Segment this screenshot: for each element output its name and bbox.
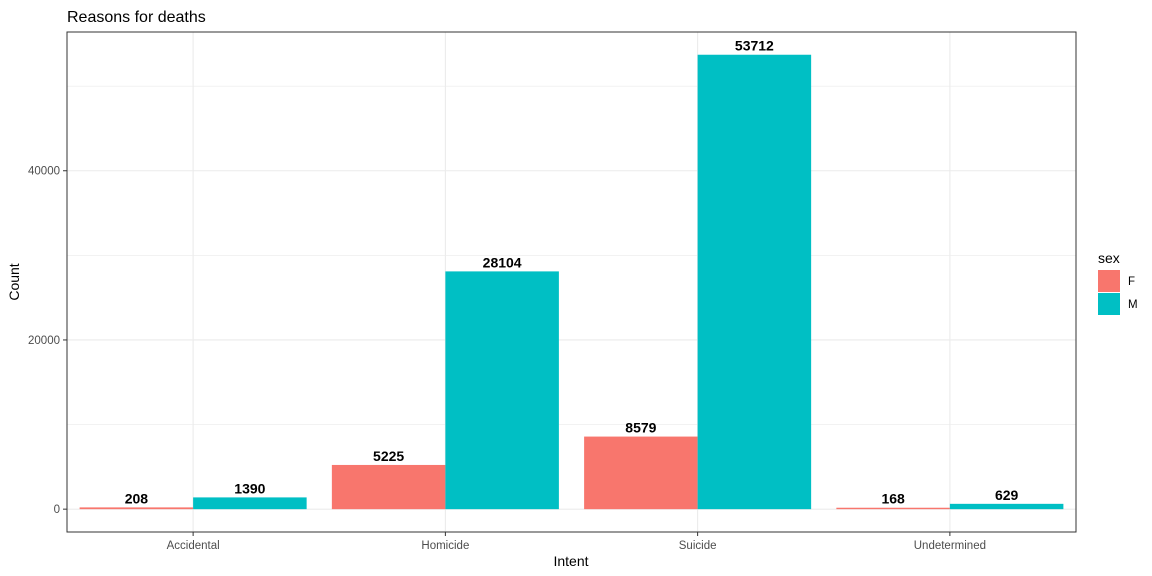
y-axis-title: Count xyxy=(6,263,22,300)
chart-title: Reasons for deaths xyxy=(67,9,206,26)
y-tick-label: 0 xyxy=(54,504,60,516)
x-axis-title: Intent xyxy=(553,553,588,569)
legend-title: sex xyxy=(1098,250,1120,266)
bar xyxy=(697,54,812,510)
data-label: 168 xyxy=(881,491,905,507)
legend-key xyxy=(1098,293,1120,315)
panel-background xyxy=(67,32,1076,532)
legend-items: FM xyxy=(1098,270,1138,315)
legend-label: F xyxy=(1128,276,1135,288)
panel-border xyxy=(66,31,1077,533)
data-labels: 208 5225 8579 168 1390 28104 53712 629 xyxy=(125,38,1019,507)
legend: sex FM xyxy=(1098,250,1138,315)
data-label: 28104 xyxy=(483,254,522,270)
legend-key xyxy=(1098,270,1120,292)
y-tick-label: 40000 xyxy=(28,166,60,178)
data-label: 1390 xyxy=(234,480,265,496)
data-label: 208 xyxy=(125,490,149,506)
data-label: 5225 xyxy=(373,448,404,464)
x-tick-label: Suicide xyxy=(679,540,717,552)
x-axis: Accidental Homicide Suicide Undetermined xyxy=(167,532,986,552)
bar xyxy=(79,507,194,510)
data-label: 8579 xyxy=(625,420,656,436)
bar xyxy=(584,436,698,510)
y-axis: 0 20000 40000 xyxy=(28,166,67,516)
bar xyxy=(949,503,1064,510)
data-label: 629 xyxy=(995,487,1019,503)
bars xyxy=(79,54,1064,510)
data-label: 53712 xyxy=(735,38,774,54)
bar xyxy=(836,507,950,510)
legend-label: M xyxy=(1128,299,1138,311)
x-tick-label: Homicide xyxy=(421,540,469,552)
x-tick-label: Accidental xyxy=(167,540,220,552)
plot-panel: 208 5225 8579 168 1390 28104 53712 629 xyxy=(66,31,1077,533)
bar xyxy=(193,497,307,510)
y-tick-label: 20000 xyxy=(28,335,60,347)
bar xyxy=(445,271,559,510)
x-tick-label: Undetermined xyxy=(914,540,986,552)
bar xyxy=(331,464,446,510)
grid-minor xyxy=(67,85,1076,425)
